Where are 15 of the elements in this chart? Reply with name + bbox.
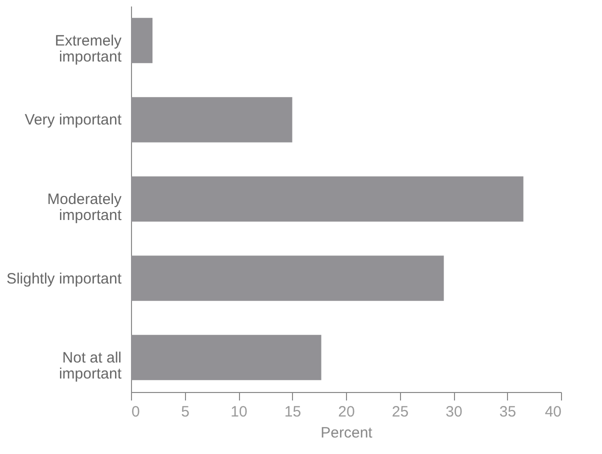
x-tick-label: 5 <box>181 404 190 420</box>
x-tick-label: 0 <box>132 404 140 420</box>
x-tick-label: 25 <box>392 404 409 420</box>
y-tick-label: Extremely important <box>54 32 122 66</box>
x-axis-title: Percent <box>320 424 374 442</box>
y-tick-label: Slightly important <box>6 270 122 288</box>
y-tick-label: Moderately important <box>47 191 122 224</box>
y-tick-label: Very important <box>24 112 122 129</box>
y-tick-label: Not at all important <box>58 350 122 383</box>
x-tick-label: 35 <box>499 404 516 420</box>
x-tick-label: 15 <box>284 404 302 420</box>
x-tick-label: 20 <box>338 404 355 420</box>
x-tick-label: 30 <box>446 404 462 420</box>
x-tick-label: 40 <box>544 404 562 420</box>
x-tick-label: 10 <box>230 404 248 420</box>
